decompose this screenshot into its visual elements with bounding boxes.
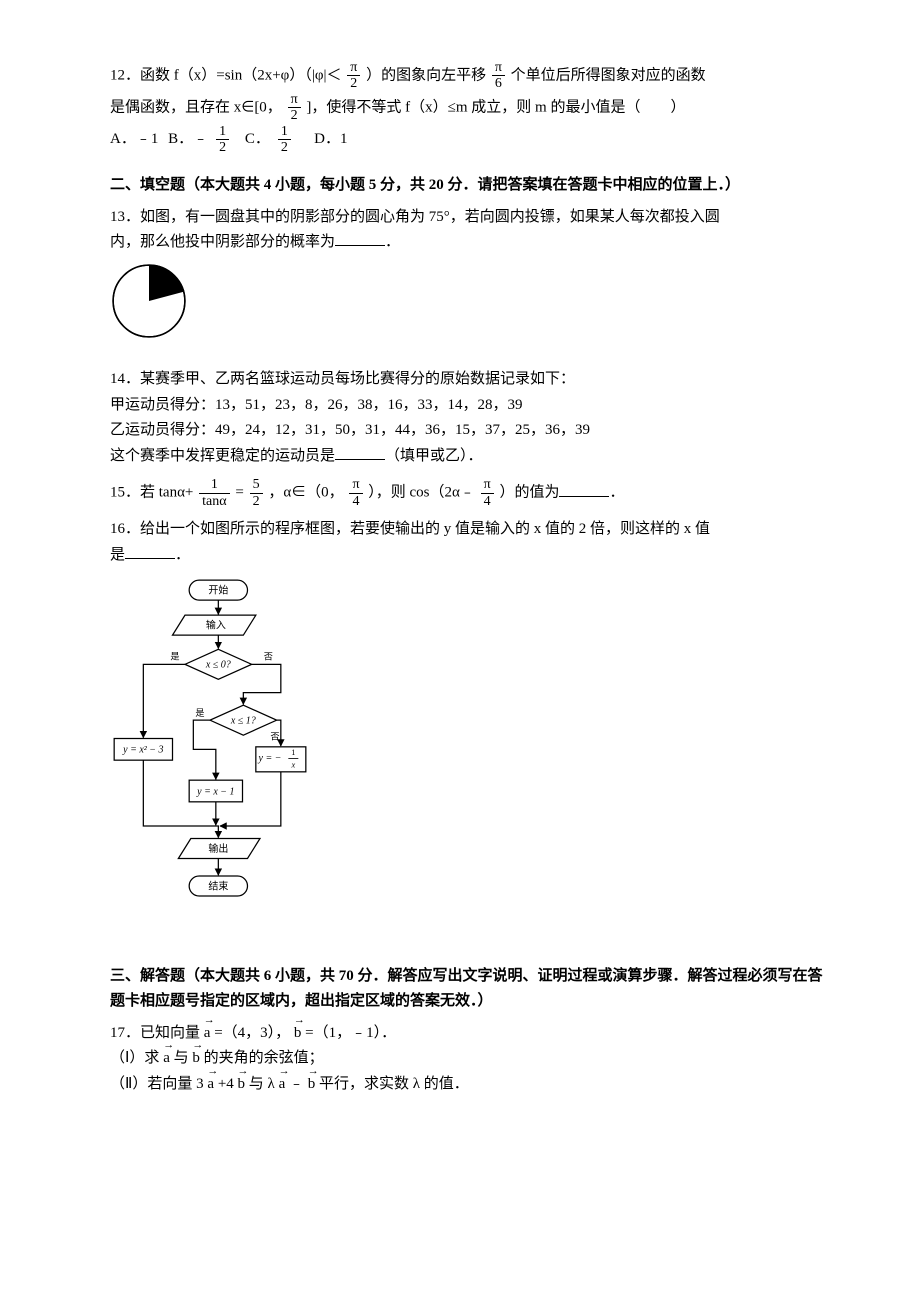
q17-line2c: 的夹角的余弦值； (204, 1050, 324, 1066)
vector-a: a (204, 1021, 211, 1047)
q12-line2-b: ]，使得不等式 f（x）≤m 成立，则 m 的最小值是（ ） (306, 99, 685, 115)
flow-branch3-den: x (290, 761, 295, 770)
frac-pi-2b: π2 (288, 92, 301, 124)
q14-line2: 甲运动员得分：13，51，23，8，26，38，16，33，14，28，39 (110, 393, 830, 419)
flow-branch3-prefix: y = − (258, 753, 282, 764)
q13-line2: 内，那么他投中阴影部分的概率为 ． (110, 230, 830, 256)
frac-1-2: 12 (216, 124, 235, 156)
q15-a: 15．若 tanα+ (110, 485, 193, 501)
q13-blank (335, 230, 385, 246)
q15-blank (559, 481, 609, 497)
edge-cond1-no (243, 664, 280, 704)
flow-cond2-label: x ≤ 1? (230, 716, 256, 727)
frac-pi-4: π4 (349, 477, 362, 509)
frac-pi-6: π6 (492, 60, 505, 92)
q12-line1: 12．函数 f（x）=sin（2x+φ）（|φ|＜ π2 ）的图象向左平移 π6… (110, 60, 830, 92)
q17-line3: （Ⅱ）若向量 3 a +4 b 与 λ a ﹣ b 平行，求实数 λ 的值． (110, 1072, 830, 1098)
vector-b4: b (308, 1072, 316, 1098)
pie-chart-icon (110, 262, 188, 340)
q12-choices: A．﹣1 B．﹣ 12 C． 12 D．1 (110, 124, 830, 156)
flow-cond1-label: x ≤ 0? (205, 660, 231, 671)
q17-line1b: =（4，3）， (214, 1025, 290, 1041)
vector-a2: a (163, 1046, 170, 1072)
flow-start-label: 开始 (208, 584, 228, 597)
vector-b: b (294, 1021, 302, 1047)
section-2-head: 二、填空题（本大题共 4 小题，每小题 5 分，共 20 分．请把答案填在答题卡… (110, 173, 830, 199)
problem-12: 12．函数 f（x）=sin（2x+φ）（|φ|＜ π2 ）的图象向左平移 π6… (110, 60, 830, 155)
q17-line3c: 与 λ (249, 1076, 275, 1092)
flow-cond2-no-label: 否 (270, 731, 279, 741)
q12-opt-d: D．1 (314, 131, 347, 147)
q17-line1c: =（1，﹣1）． (305, 1025, 396, 1041)
vector-b2: b (192, 1046, 200, 1072)
q14-line1: 14．某赛季甲、乙两名篮球运动员每场比赛得分的原始数据记录如下： (110, 367, 830, 393)
flow-cond1-no-label: 否 (264, 651, 273, 661)
q12-opt-b-prefix: B．﹣ (168, 131, 208, 147)
q17-line3a: （Ⅱ）若向量 3 (110, 1076, 204, 1092)
vector-a4: a (279, 1072, 286, 1098)
q14-blank (335, 444, 385, 460)
q17-line1: 17．已知向量 a =（4，3）， b =（1，﹣1）． (110, 1021, 830, 1047)
q14-line4a: 这个赛季中发挥更稳定的运动员是 (110, 448, 335, 464)
flow-input-label: 输入 (206, 619, 226, 632)
flow-end-label: 结束 (208, 879, 228, 892)
problem-16: 16．给出一个如图所示的程序框图，若要使输出的 y 值是输入的 x 值的 2 倍… (110, 517, 830, 946)
q15-d: ）的值为 (499, 485, 559, 501)
q17-line3d: ﹣ (289, 1076, 304, 1092)
frac-pi-4b: π4 (481, 477, 494, 509)
edge-cond1-yes (143, 664, 185, 737)
q17-line3b: +4 (218, 1076, 234, 1092)
q15-b: ，α∈（0， (268, 485, 343, 501)
flow-branch2-label: y = x − 1 (196, 786, 234, 797)
q14-line4b: （填甲或乙）． (385, 448, 483, 464)
q16-line2a: 是 (110, 547, 125, 563)
vector-b3: b (238, 1072, 246, 1098)
q17-line2: （Ⅰ）求 a 与 b 的夹角的余弦值； (110, 1046, 830, 1072)
section-3-head: 三、解答题（本大题共 6 小题，共 70 分．解答应写出文字说明、证明过程或演算… (110, 964, 830, 1015)
q13-line2a: 内，那么他投中阴影部分的概率为 (110, 234, 335, 250)
q12-opt-c-prefix: C． (245, 131, 270, 147)
edge-cond2-yes (193, 720, 216, 779)
q16-line1: 16．给出一个如图所示的程序框图，若要使输出的 y 值是输入的 x 值的 2 倍… (110, 517, 830, 543)
q17-line3e: 平行，求实数 λ 的值． (319, 1076, 469, 1092)
q16-line2b: ． (175, 547, 190, 563)
q12-stem-b: ）的图象向左平移 (366, 67, 486, 83)
q16-line2: 是． (110, 543, 830, 569)
problem-13: 13．如图，有一圆盘其中的阴影部分的圆心角为 75°，若向圆内投镖，如果某人每次… (110, 205, 830, 360)
flow-output-label: 输出 (208, 842, 228, 855)
q17-line1a: 17．已知向量 (110, 1025, 200, 1041)
problem-17: 17．已知向量 a =（4，3）， b =（1，﹣1）． （Ⅰ）求 a 与 b … (110, 1021, 830, 1098)
flow-branch1-label: y = x² − 3 (122, 745, 163, 756)
q17-line2b: 与 (174, 1050, 189, 1066)
flow-cond1-yes-label: 是 (170, 651, 179, 661)
q15-eq: = (235, 485, 243, 501)
flow-branch3-num: 1 (291, 748, 295, 757)
q13-line2b: ． (385, 234, 400, 250)
q14-line3: 乙运动员得分：49，24，12，31，50，31，44，36，15，37，25，… (110, 418, 830, 444)
q12-line2: 是偶函数，且存在 x∈[0， π2 ]，使得不等式 f（x）≤m 成立，则 m … (110, 92, 830, 124)
q12-line2-a: 是偶函数，且存在 x∈[0， (110, 99, 282, 115)
problem-15: 15．若 tanα+ 1tanα = 52 ，α∈（0， π4 ），则 cos（… (110, 477, 830, 509)
frac-1-2b: 12 (278, 124, 297, 156)
q17-line2a: （Ⅰ）求 (110, 1050, 159, 1066)
q15-c: ），则 cos（2α﹣ (368, 485, 475, 501)
q15-e: ． (609, 485, 624, 501)
frac-5-2: 52 (250, 477, 263, 509)
flow-cond2-yes-label: 是 (195, 708, 204, 718)
q12-opt-a: A．﹣1 (110, 131, 158, 147)
q14-line4: 这个赛季中发挥更稳定的运动员是 （填甲或乙）． (110, 444, 830, 470)
flowchart-diagram: 开始 输入 x ≤ 0? x ≤ 1? y = x² − 3 y = x − 1… (110, 576, 310, 926)
q12-stem-c: 个单位后所得图象对应的函数 (511, 67, 706, 83)
vector-a3: a (207, 1072, 214, 1098)
frac-pi-2: π2 (347, 60, 360, 92)
q12-stem-a: 12．函数 f（x）=sin（2x+φ）（|φ|＜ (110, 67, 342, 83)
problem-14: 14．某赛季甲、乙两名篮球运动员每场比赛得分的原始数据记录如下： 甲运动员得分：… (110, 367, 830, 469)
q16-blank (125, 543, 175, 559)
q13-line1: 13．如图，有一圆盘其中的阴影部分的圆心角为 75°，若向圆内投镖，如果某人每次… (110, 205, 830, 231)
frac-1-tan: 1tanα (199, 477, 229, 509)
